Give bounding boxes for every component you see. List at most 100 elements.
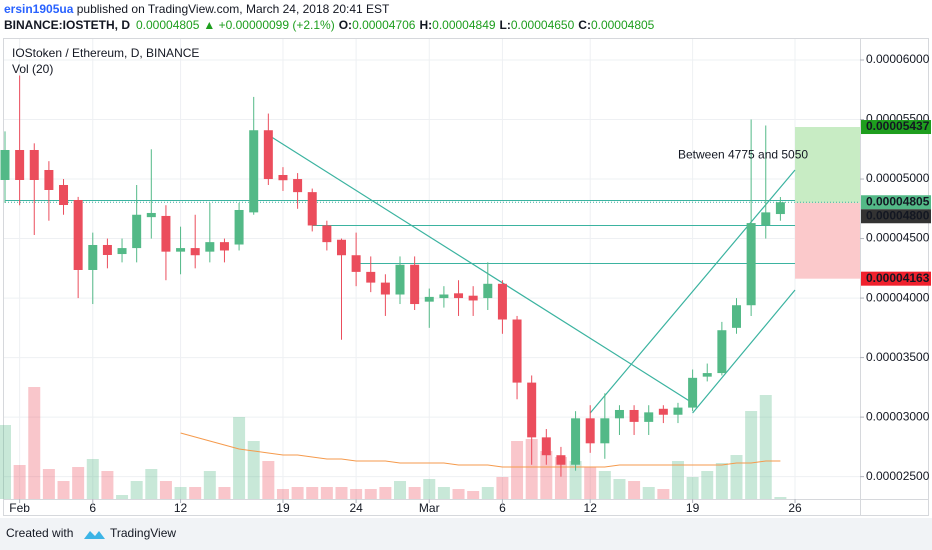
volume-bar	[57, 481, 70, 499]
volume-bar	[86, 459, 99, 499]
candle-body	[132, 214, 142, 249]
candle-body	[351, 255, 361, 272]
volume-bar	[13, 465, 26, 499]
change: ▲ +0.00000099 (+2.1%)	[203, 18, 334, 32]
y-tick-label: 0.00005000	[866, 171, 930, 185]
candle-body	[190, 248, 200, 256]
last: 0.00004805	[136, 18, 200, 32]
price-label: 0.00004800	[866, 208, 930, 222]
volume-bar	[686, 477, 699, 499]
candle-body	[541, 437, 551, 456]
candle-body	[380, 282, 390, 295]
target-zone	[795, 127, 860, 203]
x-tick-label: 24	[349, 501, 363, 515]
volume-bar	[642, 487, 655, 499]
candle-body	[717, 330, 727, 374]
x-tick-label: 19	[686, 501, 700, 515]
volume-bar	[101, 471, 114, 499]
volume-bar	[569, 461, 582, 499]
candle-body	[117, 248, 127, 255]
author[interactable]: ersin1905ua	[4, 2, 74, 16]
x-tick-label: 19	[276, 501, 290, 515]
candle-body	[746, 223, 756, 306]
candle-body	[614, 409, 624, 419]
candle-body	[307, 192, 317, 226]
volume-bar	[291, 487, 304, 499]
x-tick-label: 26	[788, 501, 802, 515]
volume-bar	[42, 469, 55, 499]
candle-body	[15, 149, 25, 180]
ohlc-value: 0.00004805	[591, 18, 655, 32]
volume-bar	[159, 481, 172, 499]
candle-body	[322, 225, 332, 243]
y-tick-label: 0.00003500	[866, 350, 930, 364]
x-tick-label: 6	[89, 501, 96, 515]
candle-body	[644, 412, 654, 422]
volume-bar	[613, 479, 626, 499]
candle-body	[761, 212, 771, 226]
candle-body	[556, 455, 566, 465]
logo	[84, 531, 105, 539]
candle-body	[424, 296, 434, 302]
volume-bar	[671, 461, 684, 499]
candle-body	[585, 418, 595, 444]
volume-bar	[276, 489, 289, 499]
candle-body	[0, 149, 10, 180]
x-tick-label: 12	[174, 501, 188, 515]
volume-bar	[759, 395, 772, 499]
volume-bar	[28, 387, 41, 499]
candle-body	[249, 130, 259, 213]
ohlc-value: 0.00004849	[432, 18, 496, 32]
price-label: 0.00004163	[866, 271, 930, 285]
candle-body	[468, 295, 478, 301]
x-tick-label: 12	[584, 501, 598, 515]
volume-bar	[657, 489, 670, 499]
volume-bar	[628, 481, 641, 499]
candle-body	[410, 264, 420, 305]
price-label-box	[861, 195, 931, 210]
trend-line	[589, 169, 796, 414]
trend-line	[692, 289, 796, 414]
volume-bar	[598, 471, 611, 499]
candle-body	[497, 283, 507, 320]
volume-bar	[423, 479, 436, 499]
candle-body	[439, 294, 449, 299]
annotation: Between 4775 and 5050	[678, 147, 808, 161]
volume-bar	[262, 461, 275, 499]
ohlc-value: 0.00004650	[511, 18, 575, 32]
stop-zone	[795, 202, 860, 279]
candle-body	[454, 293, 464, 299]
volume-bar	[247, 441, 260, 499]
volume-label: Vol (20)	[12, 62, 53, 76]
symbol: BINANCE:IOSTETH, D	[4, 18, 130, 32]
y-tick-label: 0.00004000	[866, 290, 930, 304]
volume-bar	[320, 487, 333, 499]
volume-bar	[116, 495, 129, 499]
published: published on TradingView.com, March 24, …	[73, 2, 390, 16]
volume-bar	[467, 491, 480, 499]
candle-body	[219, 242, 229, 251]
volume-bar	[452, 489, 465, 499]
candle-body	[658, 408, 668, 415]
candle-body	[73, 199, 83, 270]
volume-bar	[540, 451, 553, 499]
volume-ma-line	[180, 432, 781, 468]
volume-bar	[350, 489, 363, 499]
ohlc-value: 0.00004706	[352, 18, 416, 32]
volume-bar	[218, 487, 231, 499]
volume-bar	[145, 469, 158, 499]
candle-body	[702, 373, 712, 377]
volume-bar	[364, 489, 377, 499]
footer-brand[interactable]: TradingView	[110, 526, 176, 540]
candle-body	[293, 179, 303, 193]
candle-body	[263, 130, 273, 180]
x-tick-label: 6	[499, 501, 506, 515]
candle-body	[88, 244, 98, 270]
x-tick-label: Mar	[419, 501, 440, 515]
chart-title: IOStoken / Ethereum, D, BINANCE	[12, 46, 199, 60]
ohlc-key: H:	[419, 18, 432, 32]
candle-body	[483, 283, 493, 299]
